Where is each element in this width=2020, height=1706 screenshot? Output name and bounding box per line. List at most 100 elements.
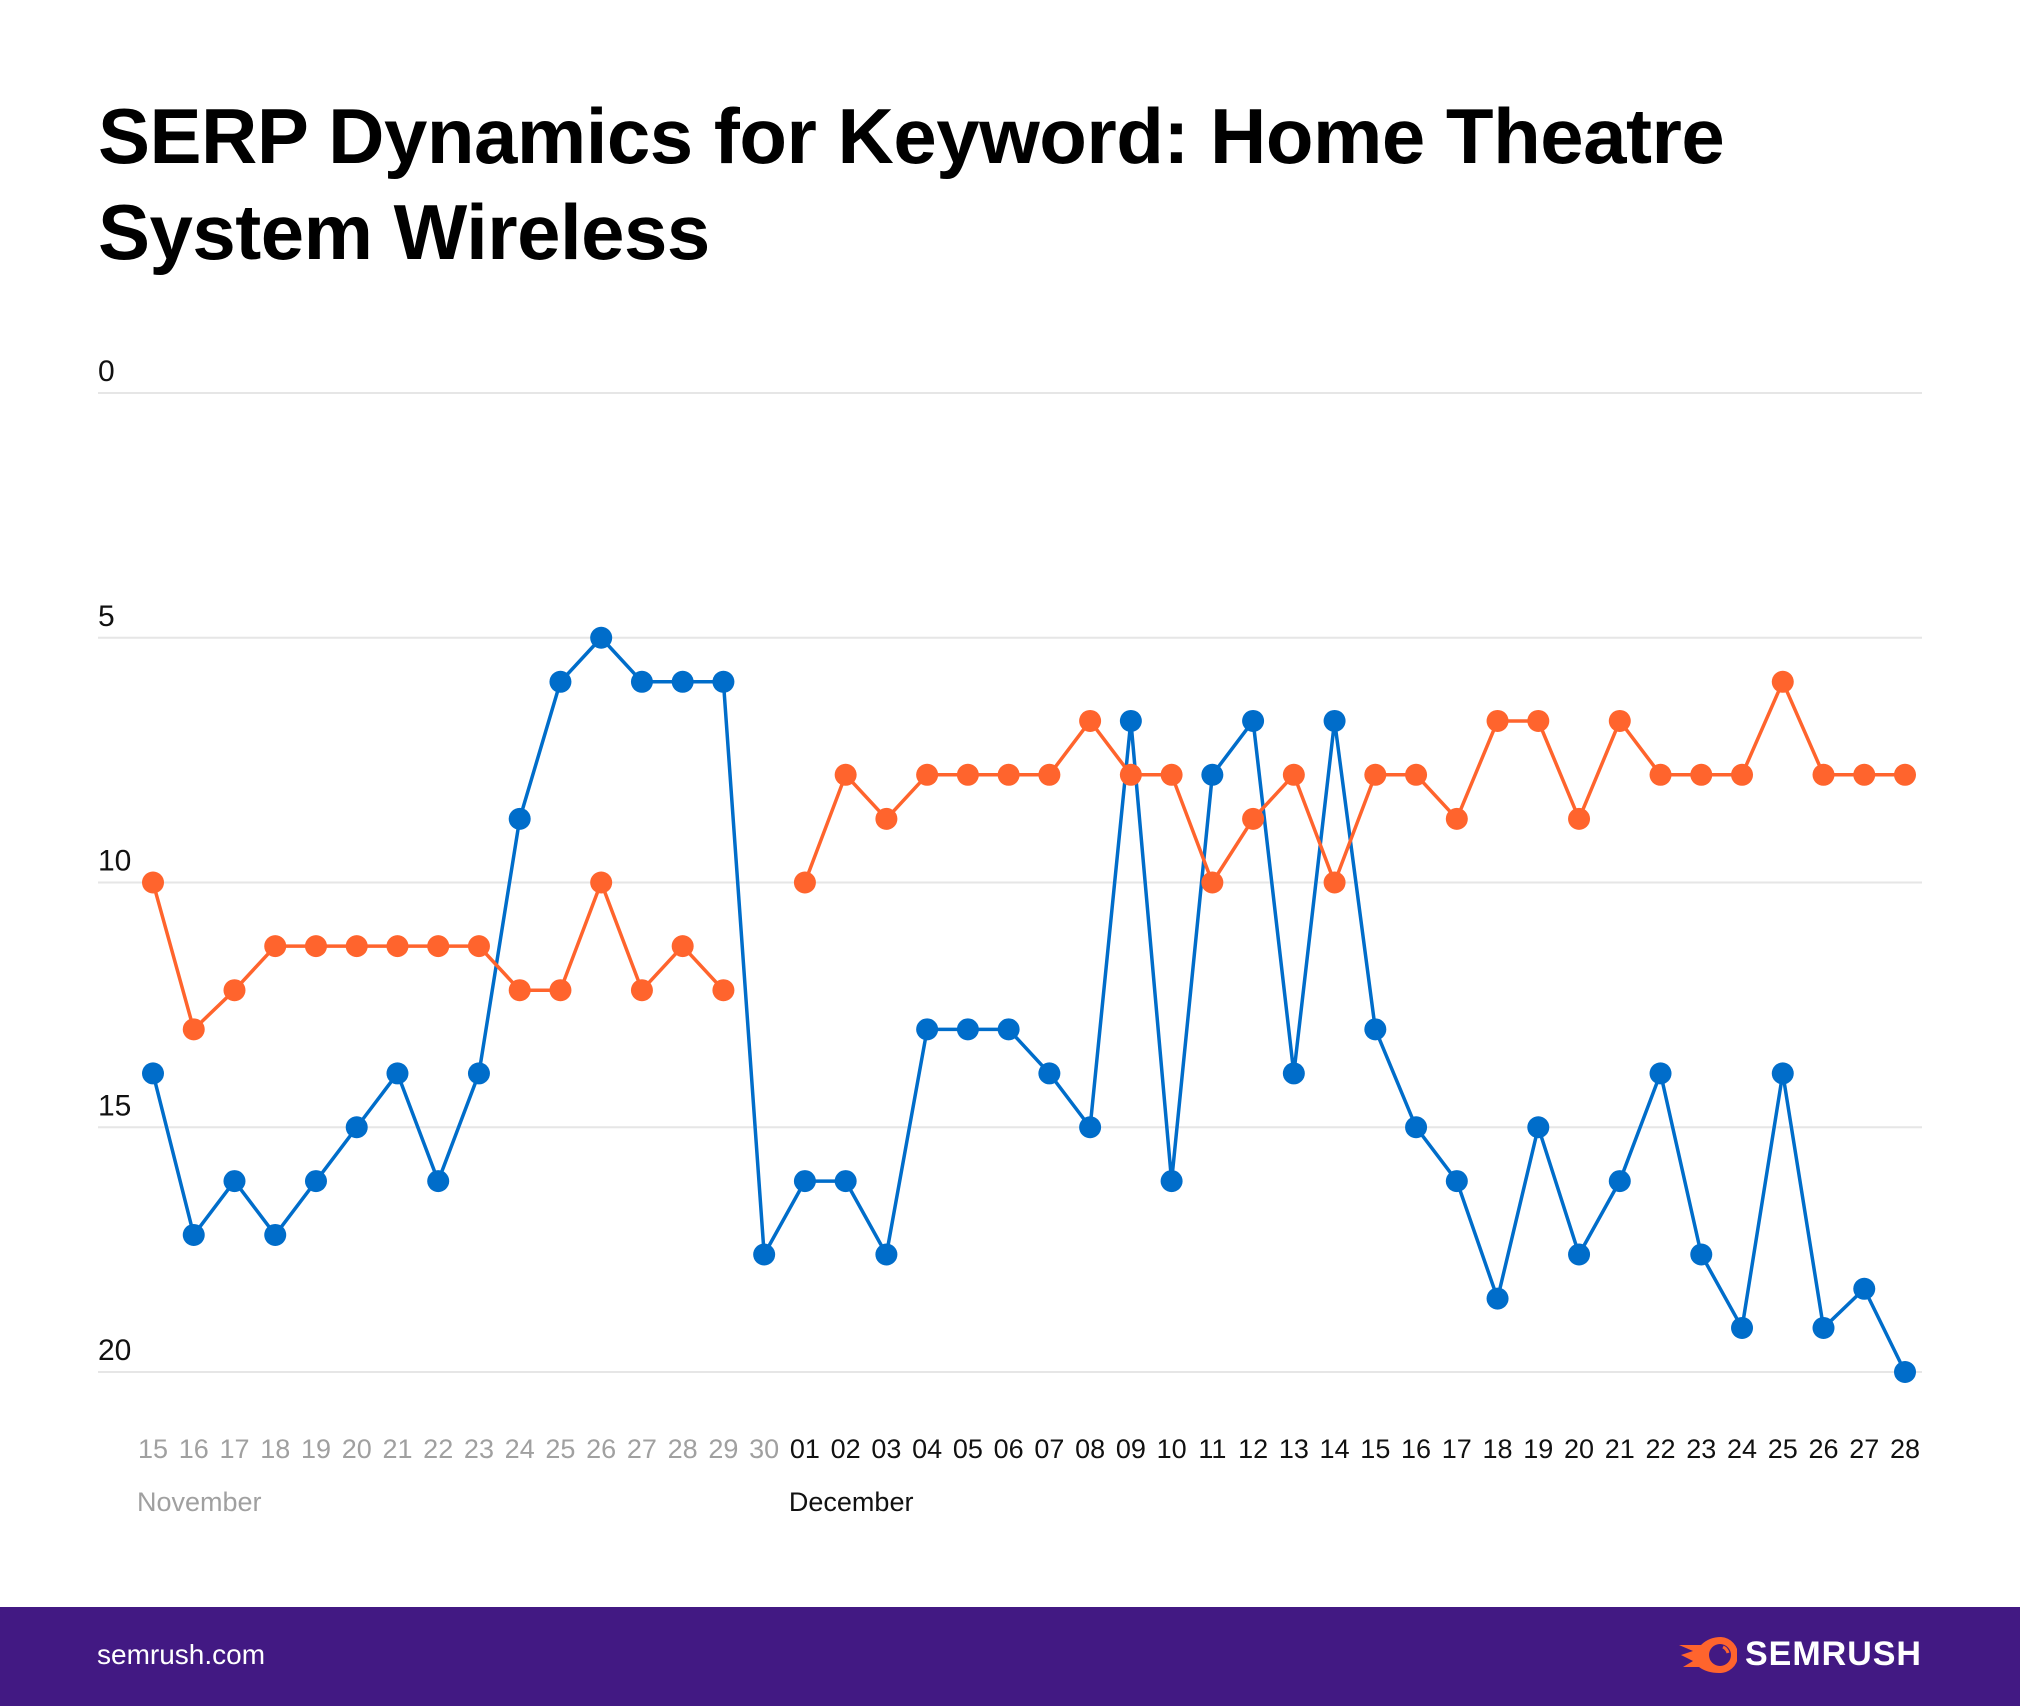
y-tick-label: 0 bbox=[98, 355, 115, 388]
orange-data-point bbox=[1364, 763, 1387, 786]
x-tick-label: 11 bbox=[1198, 1434, 1226, 1464]
blue-data-point bbox=[304, 1170, 327, 1193]
blue-data-point bbox=[834, 1170, 857, 1193]
blue-data-point bbox=[956, 1018, 979, 1041]
x-tick-label: 25 bbox=[1768, 1434, 1798, 1464]
orange-data-point bbox=[1527, 709, 1550, 732]
y-tick-label: 15 bbox=[98, 1089, 131, 1122]
orange-data-point bbox=[1323, 871, 1346, 894]
y-tick-label: 20 bbox=[98, 1334, 131, 1367]
blue-data-point bbox=[1486, 1287, 1509, 1310]
orange-data-point bbox=[1160, 763, 1183, 786]
blue-data-point bbox=[1853, 1277, 1876, 1300]
x-tick-label: 14 bbox=[1320, 1434, 1350, 1464]
orange-data-point bbox=[1731, 763, 1754, 786]
orange-data-point bbox=[916, 763, 939, 786]
y-tick-label: 10 bbox=[98, 845, 131, 878]
blue-series-line bbox=[151, 636, 1907, 1373]
blue-data-point bbox=[264, 1223, 287, 1246]
footer-site: semrush.com bbox=[97, 1639, 266, 1670]
blue-data-point bbox=[1771, 1062, 1794, 1085]
orange-data-point bbox=[1853, 763, 1876, 786]
blue-data-point bbox=[1568, 1243, 1591, 1266]
blue-data-point bbox=[549, 670, 572, 693]
x-tick-label: 07 bbox=[1034, 1434, 1064, 1464]
orange-data-point bbox=[1486, 709, 1509, 732]
blue-data-point bbox=[630, 670, 653, 693]
x-tick-label: 20 bbox=[1564, 1434, 1594, 1464]
orange-data-point bbox=[1771, 670, 1794, 693]
blue-data-point bbox=[1527, 1116, 1550, 1139]
orange-data-point bbox=[345, 935, 368, 958]
month-label: November bbox=[137, 1487, 262, 1517]
blue-data-point bbox=[590, 626, 613, 649]
x-tick-label: 08 bbox=[1075, 1434, 1105, 1464]
x-tick-label: 04 bbox=[912, 1434, 942, 1464]
x-tick-label: 13 bbox=[1279, 1434, 1309, 1464]
x-tick-label: 20 bbox=[342, 1434, 372, 1464]
orange-data-point bbox=[793, 871, 816, 894]
x-tick-label: 16 bbox=[179, 1434, 209, 1464]
orange-data-point bbox=[1038, 763, 1061, 786]
orange-data-point bbox=[997, 763, 1020, 786]
x-tick-label: 23 bbox=[1686, 1434, 1716, 1464]
blue-data-point bbox=[753, 1243, 776, 1266]
blue-data-point bbox=[875, 1243, 898, 1266]
blue-data-point bbox=[1079, 1116, 1102, 1139]
x-tick-label: 06 bbox=[994, 1434, 1024, 1464]
orange-series-line bbox=[803, 680, 1905, 885]
orange-data-point bbox=[875, 807, 898, 830]
orange-data-point bbox=[467, 935, 490, 958]
orange-data-point bbox=[1119, 763, 1142, 786]
orange-data-point bbox=[1894, 763, 1916, 786]
blue-data-point bbox=[916, 1018, 939, 1041]
x-tick-label: 21 bbox=[382, 1434, 412, 1464]
blue-data-point bbox=[223, 1170, 246, 1193]
x-tick-label: 05 bbox=[953, 1434, 983, 1464]
x-tick-label: 28 bbox=[668, 1434, 698, 1464]
orange-data-point bbox=[142, 871, 164, 894]
orange-data-point bbox=[386, 935, 409, 958]
x-tick-label: 10 bbox=[1157, 1434, 1187, 1464]
month-label: December bbox=[789, 1487, 914, 1517]
orange-data-point bbox=[1405, 763, 1428, 786]
x-tick-label: 09 bbox=[1116, 1434, 1146, 1464]
x-tick-label: 24 bbox=[1727, 1434, 1757, 1464]
orange-data-point bbox=[1282, 763, 1305, 786]
x-tick-label: 03 bbox=[871, 1434, 901, 1464]
blue-data-point bbox=[345, 1116, 368, 1139]
blue-data-point bbox=[997, 1018, 1020, 1041]
blue-data-point bbox=[467, 1062, 490, 1085]
x-tick-label: 16 bbox=[1401, 1434, 1431, 1464]
orange-data-point bbox=[671, 935, 694, 958]
x-tick-label: 19 bbox=[301, 1434, 331, 1464]
blue-data-point bbox=[1812, 1316, 1835, 1339]
orange-data-point bbox=[264, 935, 287, 958]
blue-data-point bbox=[1282, 1062, 1305, 1085]
orange-data-point bbox=[956, 763, 979, 786]
blue-data-point bbox=[793, 1170, 816, 1193]
x-tick-label: 17 bbox=[219, 1434, 249, 1464]
x-tick-label: 15 bbox=[138, 1434, 168, 1464]
y-tick-label: 5 bbox=[98, 600, 115, 633]
blue-data-point bbox=[508, 807, 531, 830]
orange-data-point bbox=[630, 979, 653, 1002]
x-tick-label: 21 bbox=[1605, 1434, 1635, 1464]
blue-data-point bbox=[182, 1223, 205, 1246]
blue-data-point bbox=[1201, 763, 1224, 786]
orange-data-point bbox=[1649, 763, 1672, 786]
x-tick-label: 18 bbox=[1483, 1434, 1513, 1464]
x-tick-label: 24 bbox=[505, 1434, 535, 1464]
orange-data-point bbox=[508, 979, 531, 1002]
x-tick-label: 22 bbox=[423, 1434, 453, 1464]
x-tick-label: 30 bbox=[749, 1434, 779, 1464]
orange-data-point bbox=[1242, 807, 1265, 830]
orange-data-point bbox=[1079, 709, 1102, 732]
blue-data-point bbox=[1160, 1170, 1183, 1193]
x-tick-label: 01 bbox=[790, 1434, 820, 1464]
x-tick-label: 28 bbox=[1890, 1434, 1920, 1464]
orange-data-point bbox=[834, 763, 857, 786]
blue-data-point bbox=[427, 1170, 450, 1193]
orange-data-point bbox=[223, 979, 246, 1002]
